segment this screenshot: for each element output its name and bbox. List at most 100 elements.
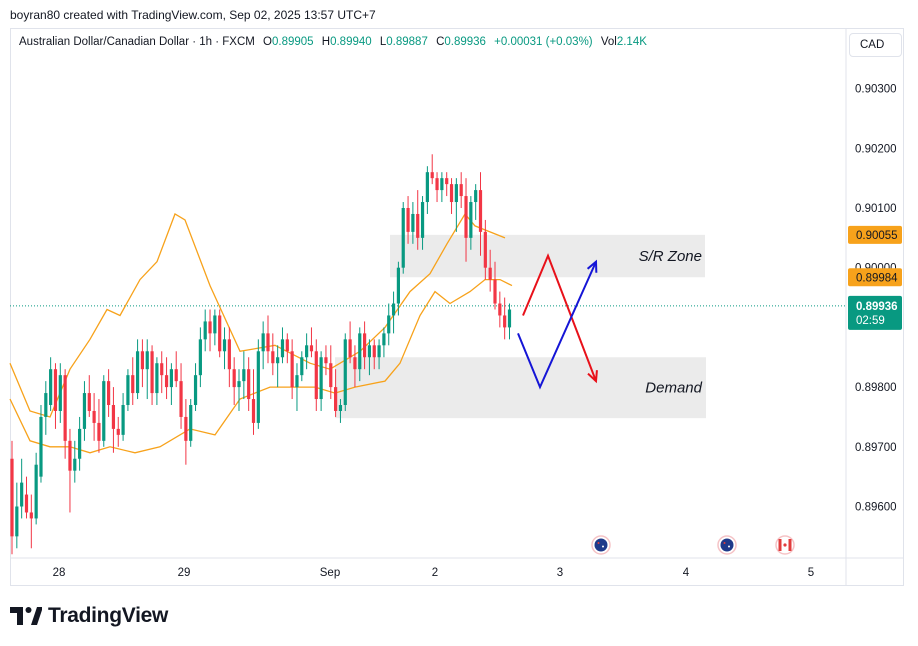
- volume-value: 2.14K: [616, 36, 647, 48]
- level-price-label: 0.90055: [856, 230, 898, 242]
- candle-body: [324, 357, 328, 364]
- y-tick-label: 0.90200: [855, 143, 897, 155]
- level-price-tag: [848, 225, 902, 244]
- symbol-name[interactable]: Australian Dollar/Canadian Dollar · 1h ·…: [19, 36, 255, 48]
- candle-body: [266, 333, 270, 352]
- candle-body: [483, 231, 487, 268]
- candle-body: [261, 333, 265, 352]
- red-projection-arrow: [522, 253, 597, 382]
- low-label: L: [379, 36, 387, 48]
- candle-body: [78, 428, 82, 459]
- flag-bar-left: [778, 539, 782, 551]
- candle-body: [372, 345, 376, 358]
- candle-body: [271, 351, 275, 364]
- candle-body: [34, 464, 38, 519]
- candle-body: [140, 351, 145, 370]
- candle-body: [343, 339, 347, 406]
- candle-body: [295, 375, 299, 388]
- candle-body: [445, 178, 449, 185]
- low-value: 0.89887: [386, 36, 428, 48]
- candle-body: [449, 184, 454, 203]
- candle-body: [179, 381, 183, 417]
- candle-body: [237, 381, 241, 388]
- brand-name: TradingView: [48, 604, 169, 627]
- x-tick-label: 4: [683, 567, 690, 579]
- candle-body: [121, 405, 125, 435]
- maple-leaf: [783, 543, 787, 547]
- x-tick-label: 3: [557, 567, 563, 579]
- candle-body: [430, 172, 434, 179]
- candle-body: [232, 369, 236, 388]
- candle-body: [145, 351, 149, 370]
- candle-body: [68, 440, 72, 471]
- candle-body: [387, 315, 391, 334]
- currency-button[interactable]: CAD: [849, 33, 902, 57]
- candle-body: [309, 345, 314, 352]
- candle-body: [256, 351, 260, 423]
- candle-body: [102, 381, 106, 441]
- chart-frame: [10, 28, 904, 586]
- y-tick-label: 0.89800: [855, 382, 897, 394]
- candle-body: [469, 202, 473, 238]
- y-tick-label: 0.90100: [855, 203, 897, 215]
- candle-body: [73, 458, 77, 471]
- candle-body: [111, 405, 116, 429]
- candle-body: [396, 267, 400, 304]
- candle-body: [425, 172, 429, 203]
- high-label: H: [321, 36, 331, 48]
- candle-body: [459, 184, 463, 197]
- red-arrow-head: [587, 370, 598, 384]
- candle-body: [227, 339, 231, 370]
- x-tick-label: 29: [178, 567, 191, 579]
- candle-body: [319, 357, 323, 400]
- candle-body: [391, 303, 396, 316]
- candle-body: [44, 393, 48, 417]
- candle-body: [53, 369, 58, 411]
- candle-body: [493, 279, 497, 304]
- candle-body: [435, 178, 439, 191]
- candle-body: [416, 213, 420, 238]
- tradingview-logo-icon: [10, 607, 42, 625]
- blue-projection-arrow: [517, 261, 597, 390]
- candle-body: [87, 393, 91, 411]
- last-price-tag: [848, 295, 902, 330]
- chart-credit: boyran80 created with TradingView.com, S…: [10, 8, 376, 22]
- flag-bar-right: [788, 539, 792, 551]
- candle-body: [131, 375, 135, 394]
- flag-star: [728, 545, 730, 548]
- candle-body: [29, 512, 33, 519]
- australia-flag-icon: [720, 538, 734, 552]
- candle-body: [507, 309, 512, 328]
- candle-body: [126, 375, 130, 406]
- close-value: 0.89936: [444, 36, 486, 48]
- y-tick-label: 0.89700: [855, 442, 897, 454]
- candle-body: [107, 381, 111, 406]
- ma-fast-line: [9, 212, 506, 418]
- y-tick-label: 0.90300: [855, 84, 897, 96]
- volume-label: Vol: [600, 36, 617, 48]
- candle-body: [193, 375, 198, 406]
- candle-body: [242, 369, 246, 382]
- candle-body: [401, 208, 405, 268]
- candle-body: [474, 190, 478, 203]
- australia-flag-icon: [594, 538, 608, 552]
- candle-body: [189, 405, 193, 441]
- candle-body: [290, 351, 294, 388]
- bar-countdown-label: 02:59: [856, 315, 885, 327]
- level-price-tag: [848, 268, 902, 287]
- candle-body: [247, 369, 251, 400]
- candle-body: [164, 375, 169, 388]
- open-value: 0.89905: [272, 36, 314, 48]
- candle-body: [454, 184, 458, 203]
- candle-body: [97, 422, 101, 441]
- candle-body: [285, 339, 289, 352]
- candle-body: [478, 190, 483, 232]
- candle-body: [218, 315, 222, 352]
- last-price-label: 0.89936: [856, 301, 898, 313]
- candle-body: [300, 357, 304, 376]
- candle-body: [464, 196, 468, 238]
- candle-body: [63, 375, 67, 441]
- y-tick-label: 0.89600: [855, 502, 897, 514]
- high-value: 0.89940: [330, 36, 372, 48]
